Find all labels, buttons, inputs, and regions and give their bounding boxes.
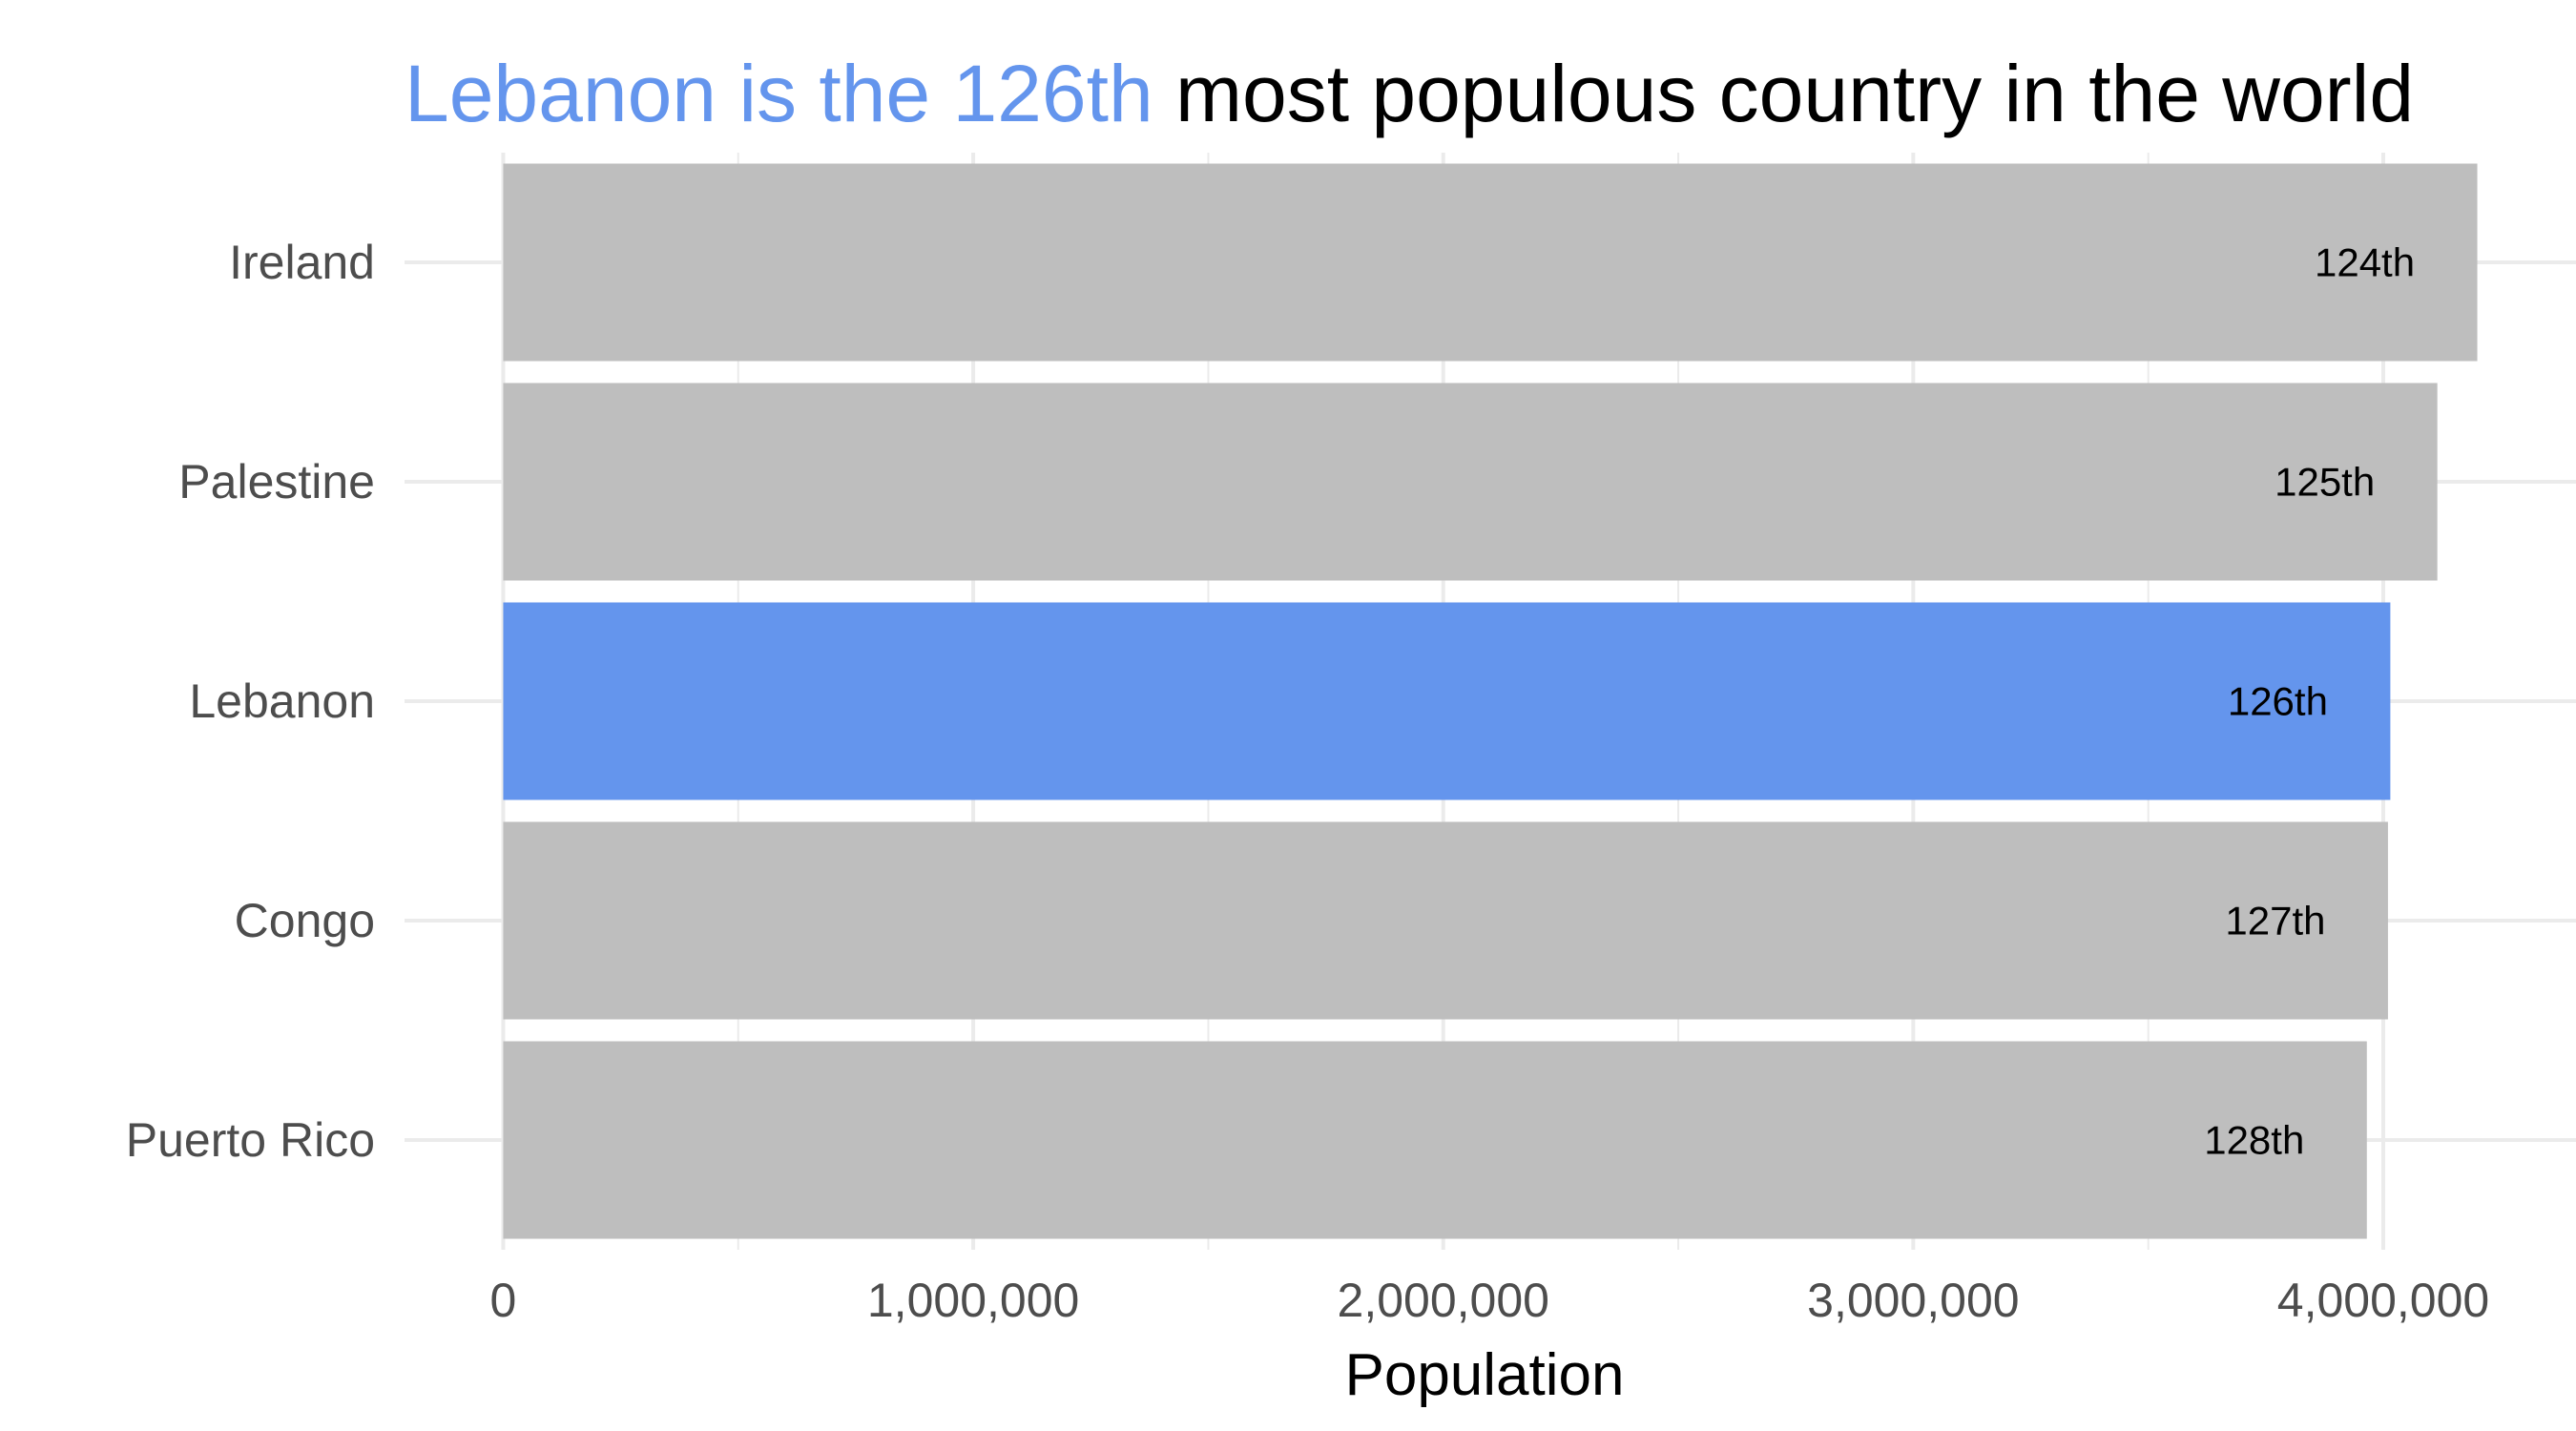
bar-lebanon [503, 602, 2391, 800]
chart-title: Lebanon is the 126th most populous count… [405, 53, 2414, 134]
bar-palestine [503, 383, 2438, 581]
bar-rank-label: 125th [2275, 460, 2375, 505]
x-tick-label: 1,000,000 [867, 1274, 1079, 1327]
y-tick-labels: Ireland Palestine Lebanon Congo Puerto Rico [126, 236, 375, 1167]
y-tick-label: Puerto Rico [126, 1113, 375, 1167]
bars [503, 163, 2478, 1239]
bar-rank-labels: 124th 125th 126th 127th 128th [2204, 240, 2415, 1163]
x-tick-labels: 0 1,000,000 2,000,000 3,000,000 4,000,000 [490, 1274, 2490, 1327]
chart-title-rest: most populous country in the world [1153, 49, 2415, 138]
bar-puerto-rico [503, 1041, 2367, 1239]
x-tick-label: 3,000,000 [1807, 1274, 2019, 1327]
y-tick-label: Palestine [178, 455, 375, 508]
bar-ireland [503, 163, 2478, 362]
x-axis-title: Population [1344, 1342, 1624, 1408]
y-tick-label: Congo [235, 894, 375, 947]
chart-title-highlight: Lebanon is the 126th [405, 49, 1153, 138]
bar-rank-label: 126th [2228, 679, 2328, 724]
bar-rank-label: 128th [2204, 1118, 2304, 1163]
bar-rank-label: 127th [2225, 899, 2325, 944]
y-tick-label: Ireland [229, 236, 375, 289]
y-tick-label: Lebanon [189, 674, 375, 728]
bar-congo [503, 821, 2388, 1020]
x-tick-label: 2,000,000 [1338, 1274, 1549, 1327]
bar-rank-label: 124th [2315, 240, 2415, 285]
x-tick-label: 0 [490, 1274, 517, 1327]
x-tick-label: 4,000,000 [2277, 1274, 2489, 1327]
